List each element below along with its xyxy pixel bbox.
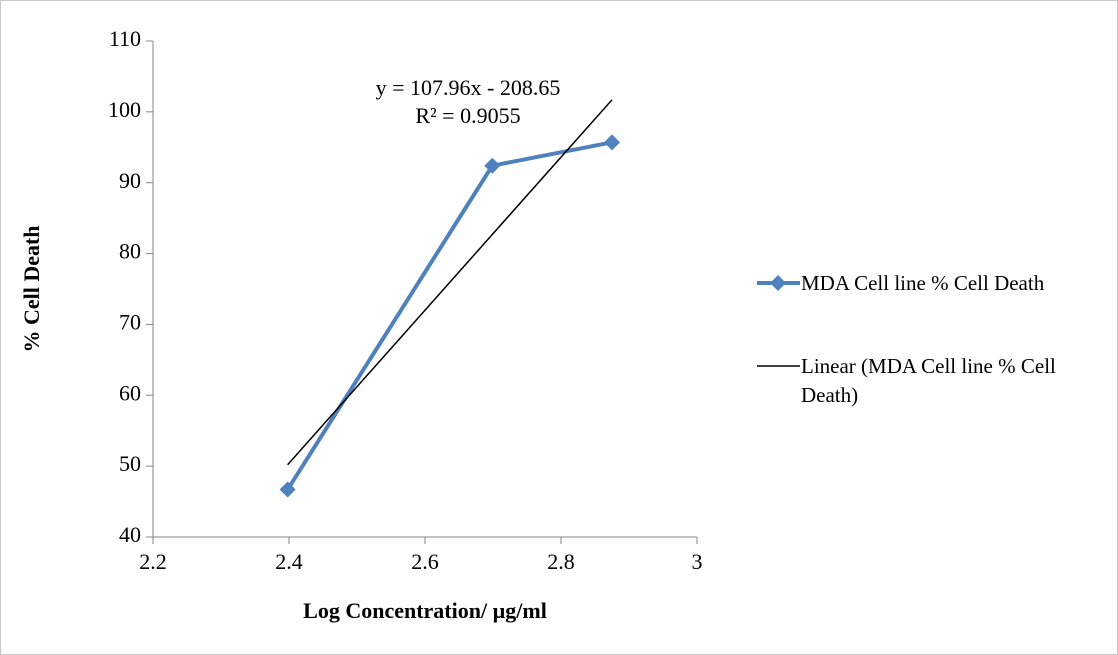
legend-label: Linear (MDA Cell line % Cell Death) [801,354,1056,407]
x-tick-label: 3 [692,549,703,574]
x-tick-label: 2.2 [139,549,167,574]
x-tick-label: 2.8 [547,549,575,574]
data-point [279,481,296,498]
x-tick-label: 2.4 [275,549,303,574]
x-axis-title: Log Concentration/ µg/ml [303,598,547,623]
y-tick-label: 100 [108,97,141,122]
trend-r2: R² = 0.9055 [415,103,520,128]
y-axis-title: % Cell Death [19,225,44,352]
data-point [484,157,501,174]
x-tick-label: 2.6 [411,549,439,574]
trend-line [287,99,613,466]
y-tick-label: 70 [119,309,141,334]
y-tick-label: 50 [119,451,141,476]
y-tick-label: 90 [119,168,141,193]
y-tick-label: 80 [119,239,141,264]
y-tick-label: 110 [109,26,141,51]
data-point [604,134,620,151]
legend-label: MDA Cell line % Cell Death [801,271,1045,295]
y-tick-label: 60 [119,380,141,405]
legend-marker [770,275,786,291]
trend-equation: y = 107.96x - 208.65 [376,75,561,100]
y-tick-label: 40 [119,522,141,547]
